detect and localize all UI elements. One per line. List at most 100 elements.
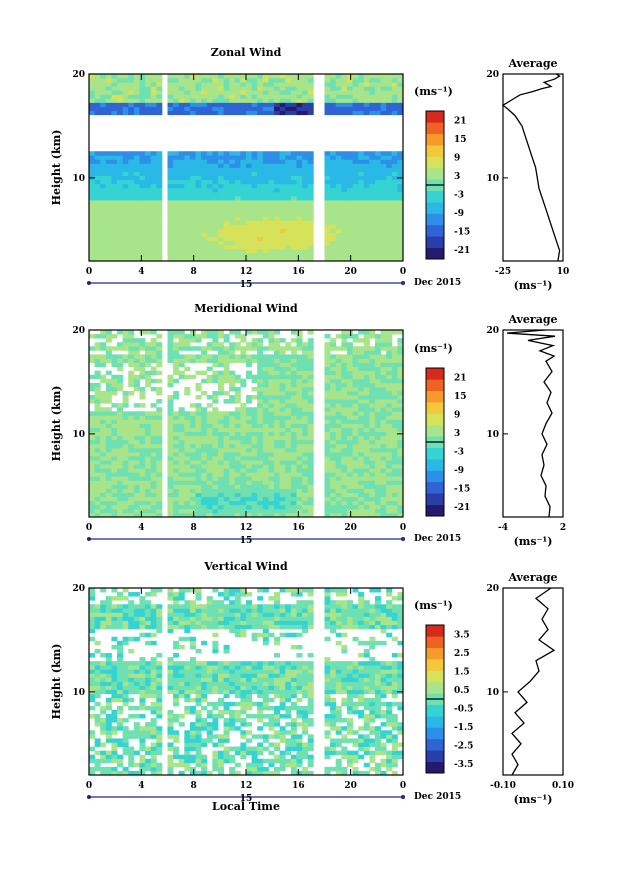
heatmap-cell <box>212 620 219 625</box>
heatmap-cell <box>234 167 241 172</box>
heatmap-cell <box>302 386 309 392</box>
heatmap-cell <box>105 451 112 457</box>
heatmap-cell <box>290 484 297 489</box>
heatmap-cell <box>324 232 331 238</box>
heatmap-cell <box>94 342 101 347</box>
profile-unit: (ms⁻¹) <box>514 535 553 548</box>
heatmap-cell <box>212 159 219 164</box>
heatmap-cell <box>268 395 275 400</box>
heatmap-cell <box>251 460 258 465</box>
heatmap-cell <box>139 419 146 424</box>
heatmap-cell <box>279 508 286 514</box>
heatmap-cell <box>380 500 387 506</box>
heatmap-cell <box>335 171 342 177</box>
heatmap-cell <box>133 200 140 205</box>
heatmap-cell <box>296 86 303 91</box>
heatmap-cell <box>100 330 107 335</box>
heatmap-cell <box>178 665 185 670</box>
heatmap-cell <box>156 236 163 242</box>
heatmap-cell <box>217 472 224 477</box>
heatmap-cell <box>128 208 135 213</box>
heatmap-cell <box>167 382 174 388</box>
heatmap-cell <box>296 362 303 367</box>
heatmap-cell <box>217 464 224 469</box>
heatmap-cell <box>105 665 112 670</box>
heatmap-cell <box>100 600 107 605</box>
heatmap-cell <box>122 338 129 343</box>
heatmap-cell <box>307 366 314 372</box>
heatmap-cell <box>296 248 303 254</box>
heatmap-cell <box>212 378 219 384</box>
heatmap-cell <box>212 338 219 343</box>
heatmap-cell <box>173 624 180 630</box>
heatmap-cell <box>128 758 135 764</box>
heatmap-cell <box>184 451 191 457</box>
date-bar-end <box>87 537 91 541</box>
heatmap-cell <box>150 693 157 699</box>
heatmap-cell <box>173 195 180 201</box>
heatmap-cell <box>189 758 196 764</box>
heatmap-cell <box>274 484 281 489</box>
heatmap-cell <box>363 163 370 168</box>
heatmap-cell <box>217 248 224 254</box>
heatmap-cell <box>150 228 157 233</box>
heatmap-cell <box>374 179 381 185</box>
heatmap-cell <box>173 411 180 416</box>
heatmap-cell <box>167 661 174 666</box>
heatmap-cell <box>173 94 180 99</box>
heatmap-cell <box>380 362 387 367</box>
heatmap-cell <box>346 354 353 359</box>
heatmap-cell <box>206 167 213 172</box>
heatmap-cell <box>100 415 107 420</box>
heatmap-cell <box>296 179 303 185</box>
heatmap-cell <box>150 468 157 473</box>
heatmap-cell <box>268 338 275 343</box>
heatmap-cell <box>274 460 281 465</box>
heatmap-cell <box>201 770 208 776</box>
heatmap-cell <box>94 248 101 254</box>
heatmap-cell <box>139 155 146 160</box>
heatmap-cell <box>133 232 140 238</box>
heatmap-cell <box>156 74 163 79</box>
heatmap-cell <box>89 673 96 678</box>
heatmap-cell <box>139 673 146 678</box>
heatmap-cell <box>251 151 258 156</box>
heatmap-cell <box>397 496 404 502</box>
heatmap-cell <box>234 94 241 99</box>
heatmap-cell <box>105 427 112 433</box>
heatmap-cell <box>184 665 191 670</box>
heatmap-cell <box>206 374 213 380</box>
heatmap-cell <box>240 464 247 469</box>
heatmap-cell <box>330 460 337 465</box>
heatmap-cell <box>111 738 118 743</box>
heatmap-cell <box>223 350 230 355</box>
heatmap-cell <box>363 106 370 111</box>
heatmap-cell <box>223 200 230 205</box>
heatmap-cell <box>307 362 314 367</box>
heatmap-cell <box>139 468 146 473</box>
heatmap-cell <box>335 411 342 416</box>
heatmap-cell <box>201 640 208 646</box>
heatmap-cell <box>111 220 118 225</box>
heatmap-cell <box>150 208 157 213</box>
heatmap-cell <box>296 464 303 469</box>
heatmap-cell <box>122 244 129 250</box>
heatmap-cell <box>150 681 157 686</box>
heatmap-cell <box>100 220 107 225</box>
heatmap-cell <box>89 624 96 630</box>
heatmap-cell <box>279 354 286 359</box>
heatmap-cell <box>369 86 376 91</box>
heatmap-cell <box>341 220 348 225</box>
heatmap-cell <box>279 212 286 217</box>
heatmap-cell <box>184 472 191 477</box>
heatmap-cell <box>189 484 196 489</box>
heatmap-cell <box>195 697 202 703</box>
heatmap-cell <box>201 110 208 116</box>
heatmap-cell <box>167 252 174 258</box>
heatmap-cell <box>369 151 376 156</box>
heatmap-cell <box>139 484 146 489</box>
heatmap-cell <box>178 476 185 481</box>
heatmap-cell <box>302 208 309 213</box>
heatmap-cell <box>201 697 208 703</box>
